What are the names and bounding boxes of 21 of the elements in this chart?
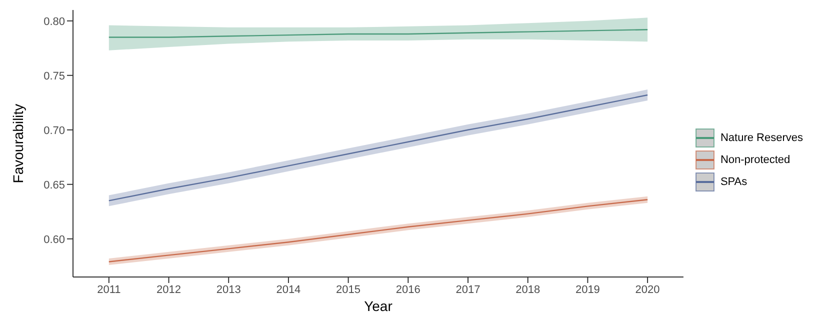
y-tick-label: 0.65: [44, 179, 65, 192]
y-tick-label: 0.60: [44, 234, 65, 246]
x-axis-title: Year: [364, 298, 393, 314]
x-tick-label: 2020: [635, 284, 660, 296]
legend-label: Non-protected: [720, 154, 790, 166]
x-tick-label: 2019: [575, 284, 600, 296]
y-axis-title: Favourability: [10, 104, 26, 184]
y-tick-label: 0.80: [44, 16, 65, 28]
x-tick-label: 2011: [97, 284, 121, 296]
x-tick-label: 2012: [156, 284, 181, 296]
legend-label: Nature Reserves: [720, 132, 803, 144]
y-tick-label: 0.75: [44, 70, 65, 82]
x-tick-label: 2017: [456, 284, 480, 296]
x-tick-label: 2016: [396, 284, 420, 296]
x-tick-label: 2014: [276, 284, 301, 296]
x-tick-label: 2018: [516, 284, 540, 296]
legend-label: SPAs: [720, 176, 748, 188]
x-tick-label: 2013: [216, 284, 241, 296]
x-tick-label: 2015: [336, 284, 361, 296]
y-tick-label: 0.70: [44, 124, 65, 137]
line-series: [108, 29, 648, 38]
